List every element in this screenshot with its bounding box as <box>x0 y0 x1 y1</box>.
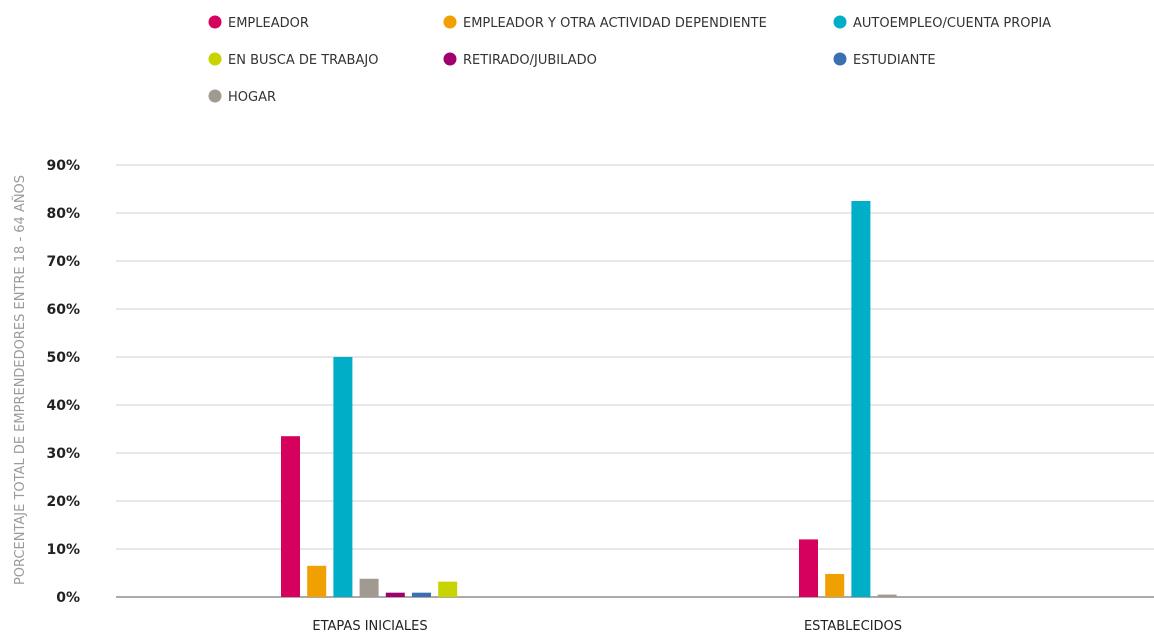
bar-group-etapas-iniciales <box>281 357 458 597</box>
legend-item-estudiante: ESTUDIANTE <box>833 52 936 68</box>
bar-group-establecidos <box>799 201 897 597</box>
bar-etapas-iniciales-empleador-y-otra-actividad-dependiente <box>307 565 327 597</box>
y-tick-label-10: 10% <box>46 542 80 558</box>
bars <box>281 201 897 597</box>
bar-establecidos-empleador <box>799 539 818 597</box>
bar-etapas-iniciales-retirado-jubilado <box>385 592 405 597</box>
legend-label-en-busca-de-trabajo: EN BUSCA DE TRABAJO <box>228 53 378 68</box>
legend-label-empleador-y-otra-actividad-dependiente: EMPLEADOR Y OTRA ACTIVIDAD DEPENDIENTE <box>463 16 767 31</box>
bar-establecidos-hogar <box>877 594 897 597</box>
y-tick-label-50: 50% <box>46 350 80 366</box>
y-tick-label-90: 90% <box>46 158 80 174</box>
legend-item-retirado-jubilado: RETIRADO/JUBILADO <box>443 52 597 68</box>
x-axis-categories: ETAPAS INICIALES ESTABLECIDOS <box>312 619 902 634</box>
y-tick-label-40: 40% <box>46 398 80 414</box>
legend-label-estudiante: ESTUDIANTE <box>853 53 936 68</box>
bar-etapas-iniciales-estudiante <box>412 592 431 597</box>
grid <box>116 164 1154 598</box>
y-tick-label-70: 70% <box>46 254 80 270</box>
legend-marker-retirado-jubilado <box>443 52 457 66</box>
bar-etapas-iniciales-empleador <box>281 436 300 597</box>
bar-etapas-iniciales-autoempleo-cuenta-propia <box>333 357 353 597</box>
legend-label-hogar: HOGAR <box>228 90 276 105</box>
legend-marker-empleador <box>208 15 222 29</box>
y-tick-label-20: 20% <box>46 494 80 510</box>
legend-label-autoempleo-cuenta-propia: AUTOEMPLEO/CUENTA PROPIA <box>853 16 1051 31</box>
legend-item-empleador: EMPLEADOR <box>208 15 309 31</box>
bar-etapas-iniciales-hogar <box>359 578 379 597</box>
legend-item-en-busca-de-trabajo: EN BUSCA DE TRABAJO <box>208 52 378 68</box>
bar-etapas-iniciales-en-busca-de-trabajo <box>438 581 458 597</box>
y-axis-ticks: 0% 10% 20% 30% 40% 50% 60% 70% 80% 90% <box>46 158 80 606</box>
legend-label-empleador: EMPLEADOR <box>228 16 309 31</box>
legend-marker-estudiante <box>833 52 847 66</box>
x-category-label-establecidos: ESTABLECIDOS <box>804 619 902 634</box>
legend-marker-autoempleo-cuenta-propia <box>833 15 847 29</box>
y-tick-label-30: 30% <box>46 446 80 462</box>
bar-establecidos-autoempleo-cuenta-propia <box>851 201 871 597</box>
legend-item-autoempleo-cuenta-propia: AUTOEMPLEO/CUENTA PROPIA <box>833 15 1051 31</box>
legend-marker-hogar <box>208 89 222 103</box>
x-category-label-etapas-iniciales: ETAPAS INICIALES <box>312 619 427 634</box>
legend-marker-empleador-y-otra-actividad-dependiente <box>443 15 457 29</box>
legend-label-retirado-jubilado: RETIRADO/JUBILADO <box>463 53 597 68</box>
legend: EMPLEADOR EMPLEADOR Y OTRA ACTIVIDAD DEPE… <box>208 15 1051 105</box>
legend-marker-en-busca-de-trabajo <box>208 52 222 66</box>
y-tick-label-60: 60% <box>46 302 80 318</box>
y-tick-label-0: 0% <box>56 590 80 606</box>
legend-item-empleador-y-otra-actividad-dependiente: EMPLEADOR Y OTRA ACTIVIDAD DEPENDIENTE <box>443 15 767 31</box>
y-axis-label: PORCENTAJE TOTAL DE EMPRENDEDORES ENTRE … <box>12 175 28 585</box>
legend-item-hogar: HOGAR <box>208 89 276 105</box>
y-tick-label-80: 80% <box>46 206 80 222</box>
bar-establecidos-empleador-y-otra-actividad-dependiente <box>825 573 845 597</box>
